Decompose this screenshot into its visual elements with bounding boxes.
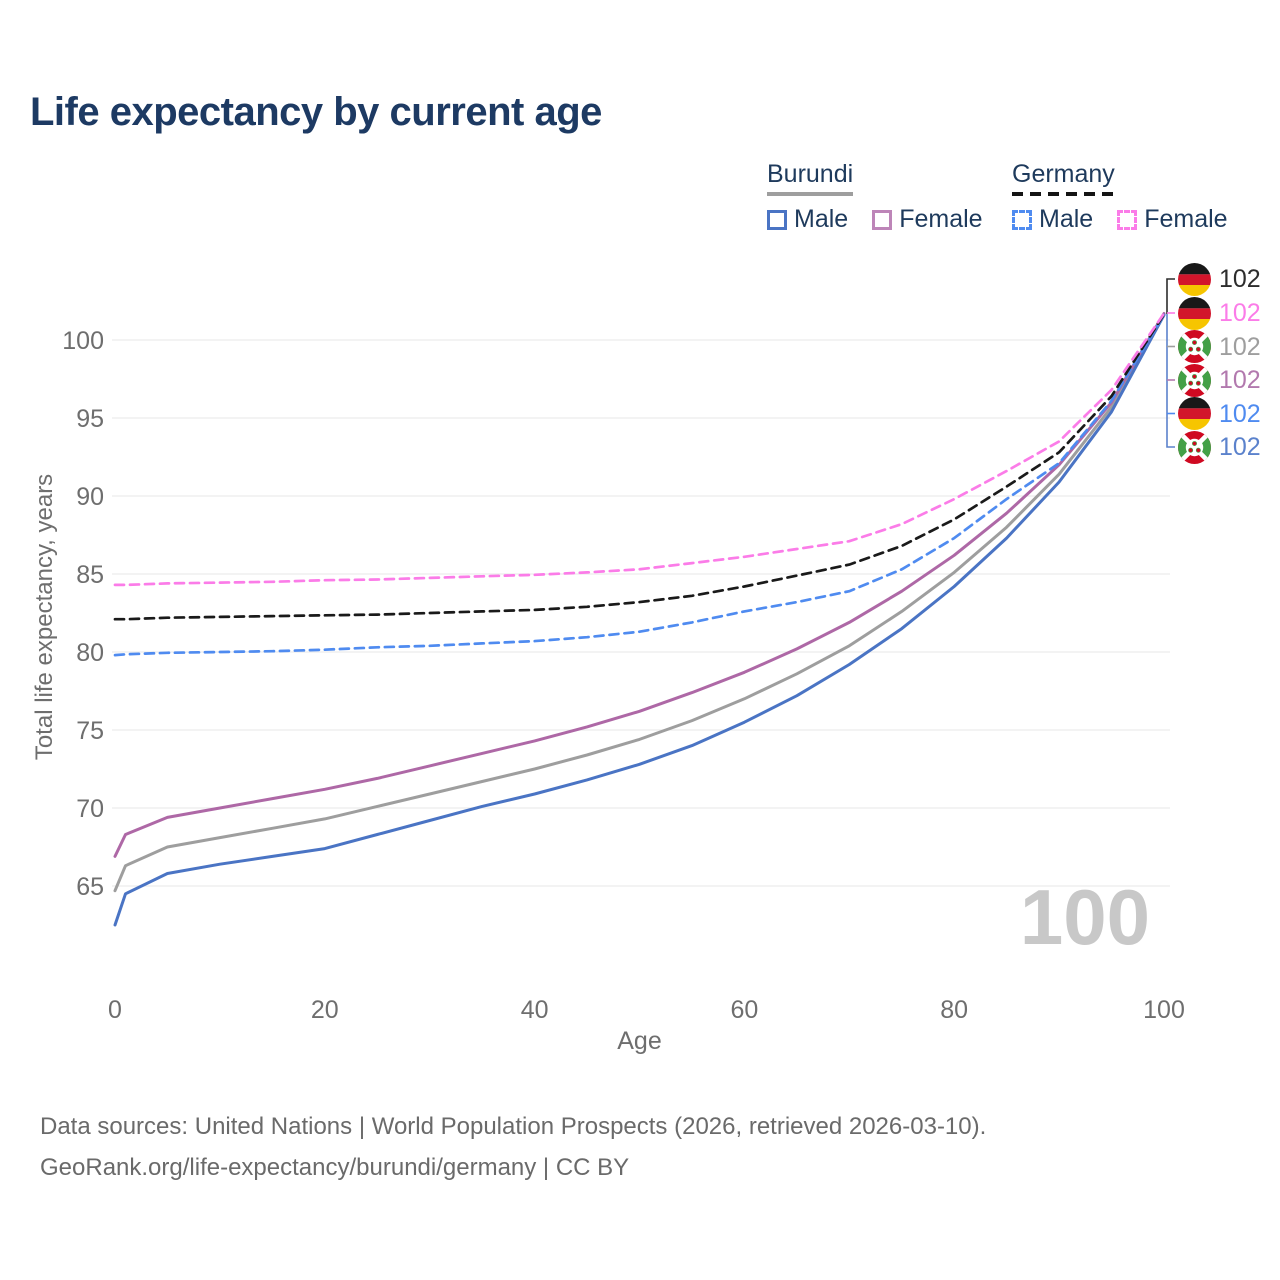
- footer-source-line: Data sources: United Nations | World Pop…: [40, 1113, 987, 1140]
- legend-item-germany-female[interactable]: Female: [1117, 205, 1228, 234]
- y-axis-title: Total life expectancy, years: [31, 474, 58, 760]
- chart-footer: Data sources: United Nations | World Pop…: [40, 1106, 986, 1188]
- endpoint-value-germany-male: 102: [1219, 399, 1261, 428]
- legend-group-burundi: Burundi Male Female: [767, 160, 983, 234]
- footer-attribution-line: GeoRank.org/life-expectancy/burundi/germ…: [40, 1154, 630, 1181]
- legend-rule-burundi: [767, 192, 854, 196]
- legend-country-germany[interactable]: Germany: [1012, 160, 1115, 188]
- x-axis-title: Age: [617, 1027, 661, 1055]
- y-tick-label-75: 75: [76, 717, 104, 745]
- legend-swatch-burundi-female-icon: [872, 209, 893, 230]
- endpoint-value-germany-both-sexes: 102: [1219, 265, 1261, 293]
- value-label-row-germany-both-sexes: 102: [1178, 262, 1261, 296]
- legend-label-burundi-female: Female: [899, 205, 983, 233]
- series-line-germany-female[interactable]: [113, 312, 1166, 587]
- y-tick-label-80: 80: [76, 639, 104, 667]
- endpoint-value-germany-female: 102: [1219, 299, 1261, 327]
- legend-label-germany-male: Male: [1039, 205, 1094, 233]
- germany-flag-icon: [1178, 296, 1211, 330]
- legend-rule-germany: [1012, 192, 1115, 196]
- burundi-flag-icon: [1178, 363, 1211, 397]
- y-tick-label-100: 100: [62, 327, 104, 355]
- endpoint-value-burundi-female: 102: [1219, 366, 1261, 394]
- legend-item-burundi-female[interactable]: Female: [872, 205, 983, 234]
- endpoint-value-burundi-male: 102: [1219, 433, 1261, 461]
- x-tick-label-80: 80: [940, 996, 968, 1024]
- leader-line-burundi-male: [1166, 314, 1175, 448]
- legend-item-germany-male[interactable]: Male: [1012, 205, 1093, 234]
- leader-line-germany-both-sexes: [1166, 278, 1175, 314]
- value-label-row-germany-male: 102: [1178, 397, 1261, 431]
- legend-swatch-burundi-male-icon: [767, 209, 787, 230]
- value-label-row-germany-female: 102: [1178, 296, 1261, 330]
- series-line-burundi-both-sexes[interactable]: [113, 312, 1166, 893]
- value-label-row-burundi-female: 102: [1178, 363, 1261, 397]
- y-tick-label-95: 95: [76, 405, 104, 433]
- legend-label-burundi-male: Male: [794, 205, 849, 233]
- y-tick-label-70: 70: [76, 795, 104, 823]
- x-tick-label-40: 40: [521, 996, 549, 1024]
- y-tick-label-90: 90: [76, 483, 104, 511]
- burundi-flag-icon: [1178, 330, 1211, 363]
- legend-group-germany: Germany Male Female: [1012, 160, 1228, 234]
- burundi-flag-icon: [1178, 430, 1211, 464]
- chart-title: Life expectancy by current age: [30, 90, 602, 134]
- series-line-germany-male[interactable]: [113, 313, 1166, 657]
- value-label-row-burundi-male: 102: [1178, 430, 1261, 464]
- age-watermark: 100: [1020, 873, 1150, 961]
- x-tick-label-0: 0: [108, 996, 122, 1024]
- value-label-row-burundi-both-sexes: 102: [1178, 330, 1261, 364]
- legend-label-germany-female: Female: [1144, 205, 1228, 233]
- endpoint-value-burundi-both-sexes: 102: [1219, 332, 1261, 361]
- x-tick-label-20: 20: [311, 996, 339, 1024]
- x-tick-label-100: 100: [1143, 996, 1185, 1024]
- legend-swatch-germany-female-icon: [1117, 209, 1138, 230]
- germany-flag-icon: [1178, 397, 1211, 430]
- series-line-germany-both-sexes[interactable]: [113, 312, 1166, 621]
- legend-swatch-germany-male-icon: [1012, 209, 1032, 230]
- y-tick-label-85: 85: [76, 561, 104, 589]
- x-tick-label-60: 60: [730, 996, 758, 1024]
- legend-item-burundi-male[interactable]: Male: [767, 205, 848, 234]
- y-tick-label-65: 65: [76, 873, 104, 901]
- germany-flag-icon: [1178, 262, 1211, 296]
- series-line-burundi-male[interactable]: [113, 313, 1166, 927]
- series-line-burundi-female[interactable]: [113, 312, 1166, 858]
- legend-country-burundi[interactable]: Burundi: [767, 160, 854, 188]
